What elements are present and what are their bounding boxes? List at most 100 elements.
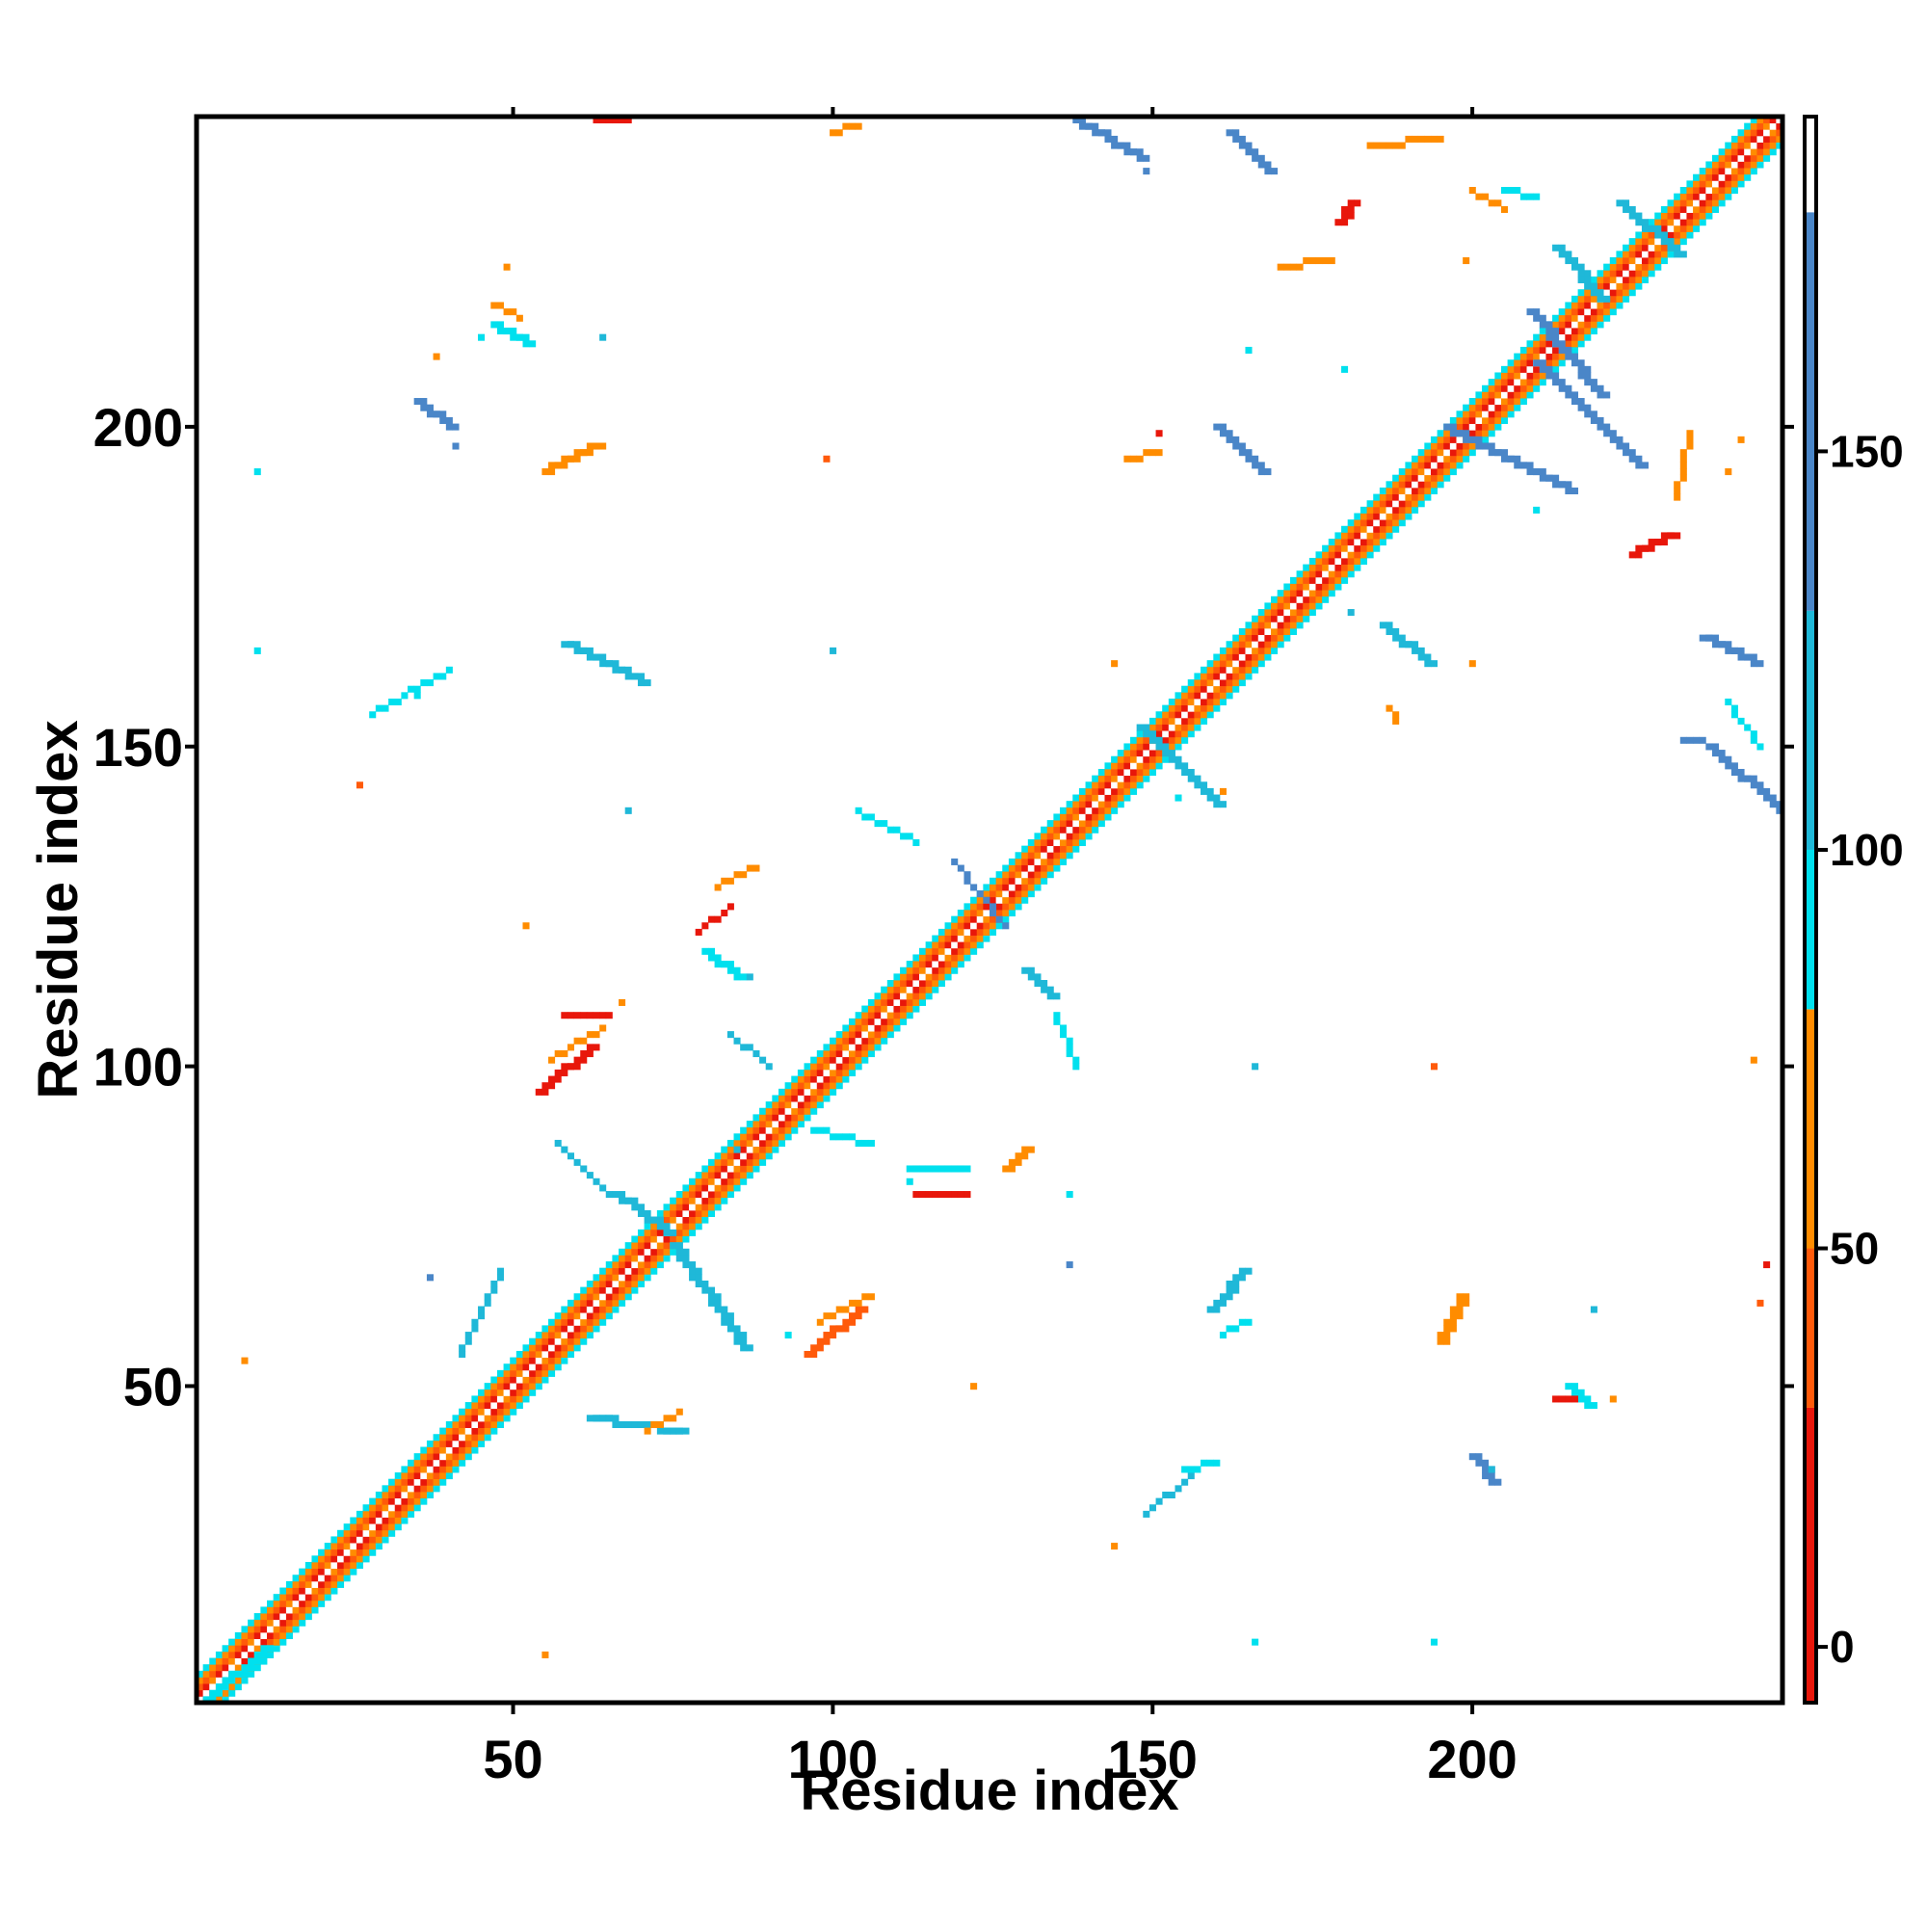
contact-cell xyxy=(650,1216,658,1224)
diagonal-cell xyxy=(433,1440,440,1447)
diagonal-cell xyxy=(759,1107,767,1115)
diagonal-cell xyxy=(1776,122,1783,130)
contact-cell xyxy=(1648,544,1655,552)
diagonal-cell xyxy=(304,1587,312,1595)
diagonal-cell xyxy=(1085,820,1093,828)
contact-cell xyxy=(580,647,588,654)
contact-cell xyxy=(554,1075,562,1083)
diagonal-cell xyxy=(1616,257,1623,265)
diagonal-cell xyxy=(816,1050,824,1058)
contact-cell xyxy=(726,1312,734,1320)
diagonal-cell xyxy=(1206,660,1214,668)
contact-cell xyxy=(746,1044,753,1051)
diagonal-cell xyxy=(515,1363,523,1371)
diagonal-cell xyxy=(202,1670,210,1678)
diagonal-cell xyxy=(241,1657,249,1665)
y-tick-label: 150 xyxy=(93,717,183,778)
contact-cell xyxy=(707,954,716,962)
diagonal-cell xyxy=(707,1172,716,1179)
contact-cell xyxy=(1641,225,1650,232)
diagonal-cell xyxy=(1463,410,1470,418)
diagonal-cell xyxy=(970,903,978,911)
diagonal-cell xyxy=(1449,436,1457,443)
diagonal-cell xyxy=(765,1107,773,1115)
diagonal-cell xyxy=(1468,416,1476,424)
diagonal-cell xyxy=(842,1031,850,1039)
contact-cell xyxy=(1603,295,1611,303)
diagonal-cell xyxy=(932,980,939,988)
diagonal-cell xyxy=(707,1158,716,1166)
diagonal-cell xyxy=(707,1191,716,1199)
diagonal-cell xyxy=(1308,609,1316,617)
diagonal-cell xyxy=(1130,768,1138,777)
diagonal-cell xyxy=(445,1440,453,1447)
diagonal-cell xyxy=(273,1638,280,1646)
diagonal-cell xyxy=(1584,314,1592,322)
contact-cell xyxy=(1213,1306,1221,1313)
diagonal-cell xyxy=(1232,647,1240,654)
diagonal-cell xyxy=(675,1191,683,1199)
diagonal-cell xyxy=(1379,493,1386,501)
diagonal-cell xyxy=(1398,513,1406,520)
diagonal-cell xyxy=(324,1594,331,1601)
contact-cell xyxy=(886,826,894,834)
diagonal-cell xyxy=(593,1312,600,1320)
diagonal-cell xyxy=(1027,884,1035,891)
diagonal-cell xyxy=(900,980,908,988)
diagonal-cell xyxy=(823,1056,831,1064)
contact-cell xyxy=(1616,442,1623,450)
diagonal-cell xyxy=(413,1497,421,1505)
diagonal-cell xyxy=(1519,372,1527,380)
contact-cell xyxy=(599,1012,607,1019)
diagonal-cell xyxy=(375,1491,383,1499)
diagonal-cell xyxy=(752,1126,760,1134)
diagonal-cell xyxy=(823,1088,831,1096)
diagonal-cell xyxy=(522,1344,530,1352)
diagonal-cell xyxy=(1577,289,1585,297)
diagonal-cell xyxy=(631,1267,639,1275)
contact-cell xyxy=(490,302,498,309)
diagonal-cell xyxy=(1641,251,1650,258)
contact-cell xyxy=(1008,1165,1016,1173)
contact-cell xyxy=(1565,391,1572,399)
contact-cell xyxy=(848,122,857,130)
diagonal-cell xyxy=(285,1600,293,1607)
diagonal-cell xyxy=(279,1631,287,1640)
contact-cell xyxy=(1264,161,1272,169)
diagonal-cell xyxy=(420,1497,428,1505)
diagonal-cell xyxy=(1763,142,1771,149)
contact-cell xyxy=(1526,308,1534,316)
diagonal-cell xyxy=(944,922,952,930)
contact-cell xyxy=(573,641,581,648)
diagonal-cell xyxy=(439,1434,447,1442)
diagonal-cell xyxy=(1366,525,1374,533)
contact-cell xyxy=(1449,1318,1457,1326)
diagonal-cell xyxy=(1277,627,1284,636)
diagonal-cell xyxy=(765,1126,773,1134)
diagonal-cell xyxy=(1283,595,1291,603)
diagonal-cell xyxy=(1066,801,1073,808)
diagonal-cell xyxy=(1303,595,1310,603)
diagonal-cell xyxy=(1584,308,1592,316)
diagonal-cell xyxy=(1187,711,1195,719)
diagonal-cell xyxy=(1711,199,1720,207)
diagonal-cell xyxy=(1718,154,1726,162)
diagonal-cell xyxy=(1123,755,1131,763)
diagonal-cell xyxy=(893,986,901,993)
contact-cell xyxy=(234,1670,242,1678)
contact-cell xyxy=(1552,328,1560,335)
contact-cell xyxy=(957,1191,964,1199)
diagonal-cell xyxy=(1628,244,1636,251)
diagonal-cell xyxy=(1322,595,1330,603)
diagonal-cell xyxy=(957,915,964,923)
diagonal-cell xyxy=(656,1255,664,1262)
diagonal-cell xyxy=(1015,896,1022,904)
contact-cell xyxy=(522,333,530,341)
diagonal-cell xyxy=(573,1299,581,1307)
contact-cell xyxy=(1711,750,1720,757)
diagonal-cell xyxy=(408,1497,415,1505)
diagonal-cell xyxy=(1341,551,1349,559)
contact-point xyxy=(241,1357,249,1364)
diagonal-cell xyxy=(1322,576,1330,584)
contact-cell xyxy=(1628,551,1636,559)
